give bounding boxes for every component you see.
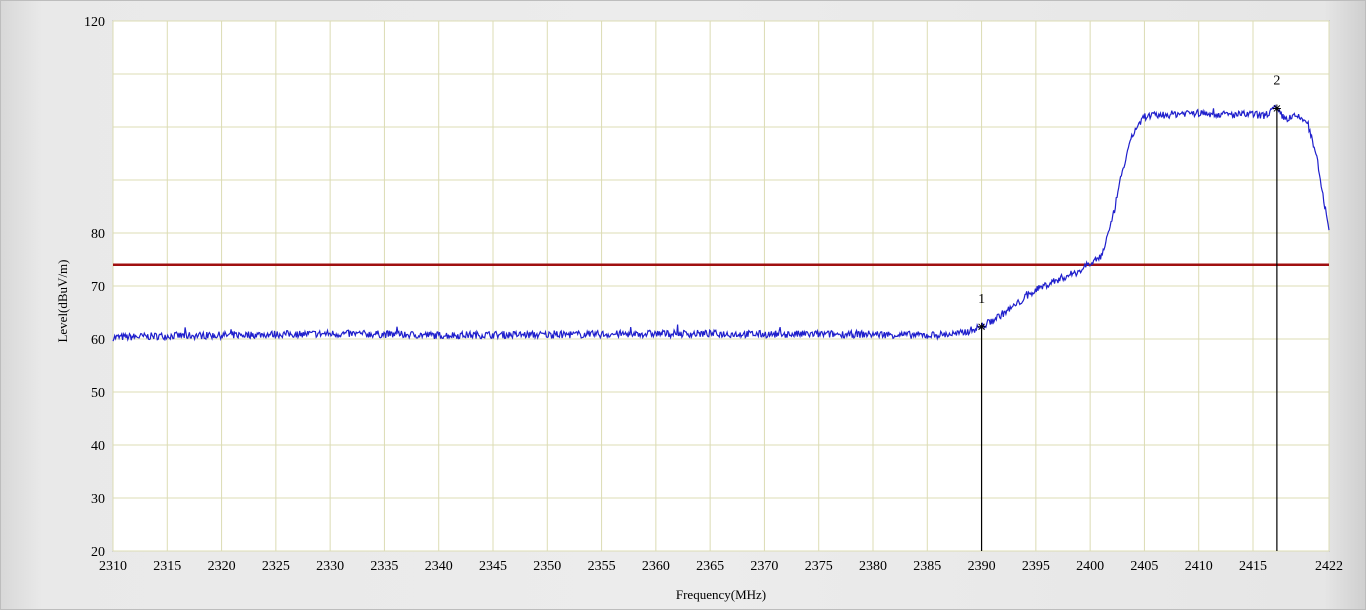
x-tick-label: 2315 xyxy=(153,559,181,574)
x-tick-label: 2385 xyxy=(913,559,941,574)
x-tick-label: 2325 xyxy=(262,559,290,574)
x-tick-label: 2380 xyxy=(859,559,887,574)
y-tick-label: 60 xyxy=(91,333,105,348)
x-tick-label: 2370 xyxy=(750,559,778,574)
series-group xyxy=(112,104,1330,342)
x-tick-label: 2350 xyxy=(533,559,561,574)
grid-lines xyxy=(112,20,1330,552)
y-tick-label: 20 xyxy=(91,545,105,560)
x-axis-title: Frequency(MHz) xyxy=(676,587,766,602)
y-tick-label: 70 xyxy=(91,280,105,295)
markers-group: 12 xyxy=(977,73,1281,551)
marker-point xyxy=(1272,104,1281,113)
x-tick-label: 2400 xyxy=(1076,559,1104,574)
marker-label: 2 xyxy=(1273,73,1280,88)
x-tick-label: 2405 xyxy=(1130,559,1158,574)
y-tick-label: 50 xyxy=(91,386,105,401)
x-tick-label: 2422 xyxy=(1315,559,1343,574)
x-tick-label: 2395 xyxy=(1022,559,1050,574)
x-tick-label: 2390 xyxy=(968,559,996,574)
y-tick-label: 80 xyxy=(91,227,105,242)
x-tick-labels: 2310 2315 2320 2325 2330 2335 2340 2345 2350 2355… xyxy=(99,559,1343,574)
x-tick-label: 2330 xyxy=(316,559,344,574)
y-tick-label: 30 xyxy=(91,492,105,507)
x-tick-label: 2340 xyxy=(425,559,453,574)
series-line xyxy=(112,104,1330,342)
marker-point xyxy=(977,322,986,331)
x-tick-label: 2335 xyxy=(370,559,398,574)
x-tick-label: 2310 xyxy=(99,559,127,574)
x-tick-label: 2345 xyxy=(479,559,507,574)
x-tick-label: 2355 xyxy=(588,559,616,574)
x-tick-label: 2415 xyxy=(1239,559,1267,574)
y-tick-labels: 20 30 40 50 60 70 80 120 xyxy=(84,15,105,560)
y-axis-title: Level(dBuV/m) xyxy=(55,259,70,342)
x-tick-label: 2410 xyxy=(1185,559,1213,574)
y-tick-label: 120 xyxy=(84,15,105,30)
x-tick-label: 2320 xyxy=(208,559,236,574)
x-tick-label: 2360 xyxy=(642,559,670,574)
x-tick-label: 2375 xyxy=(805,559,833,574)
x-tick-label: 2365 xyxy=(696,559,724,574)
marker-label: 1 xyxy=(978,292,985,307)
y-tick-label: 40 xyxy=(91,439,105,454)
